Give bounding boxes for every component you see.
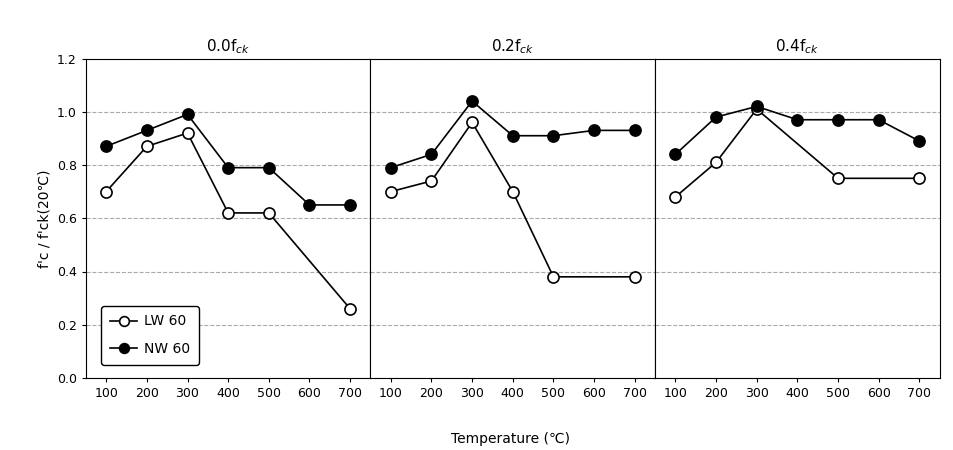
Y-axis label: f'c / f'ck(20℃): f'c / f'ck(20℃): [37, 169, 51, 267]
Title: 0.0f$_{ck}$: 0.0f$_{ck}$: [206, 37, 250, 56]
Title: 0.2f$_{ck}$: 0.2f$_{ck}$: [491, 37, 534, 56]
Title: 0.4f$_{ck}$: 0.4f$_{ck}$: [775, 37, 819, 56]
Legend: LW 60, NW 60: LW 60, NW 60: [101, 306, 198, 364]
Text: Temperature (℃): Temperature (℃): [451, 432, 569, 446]
